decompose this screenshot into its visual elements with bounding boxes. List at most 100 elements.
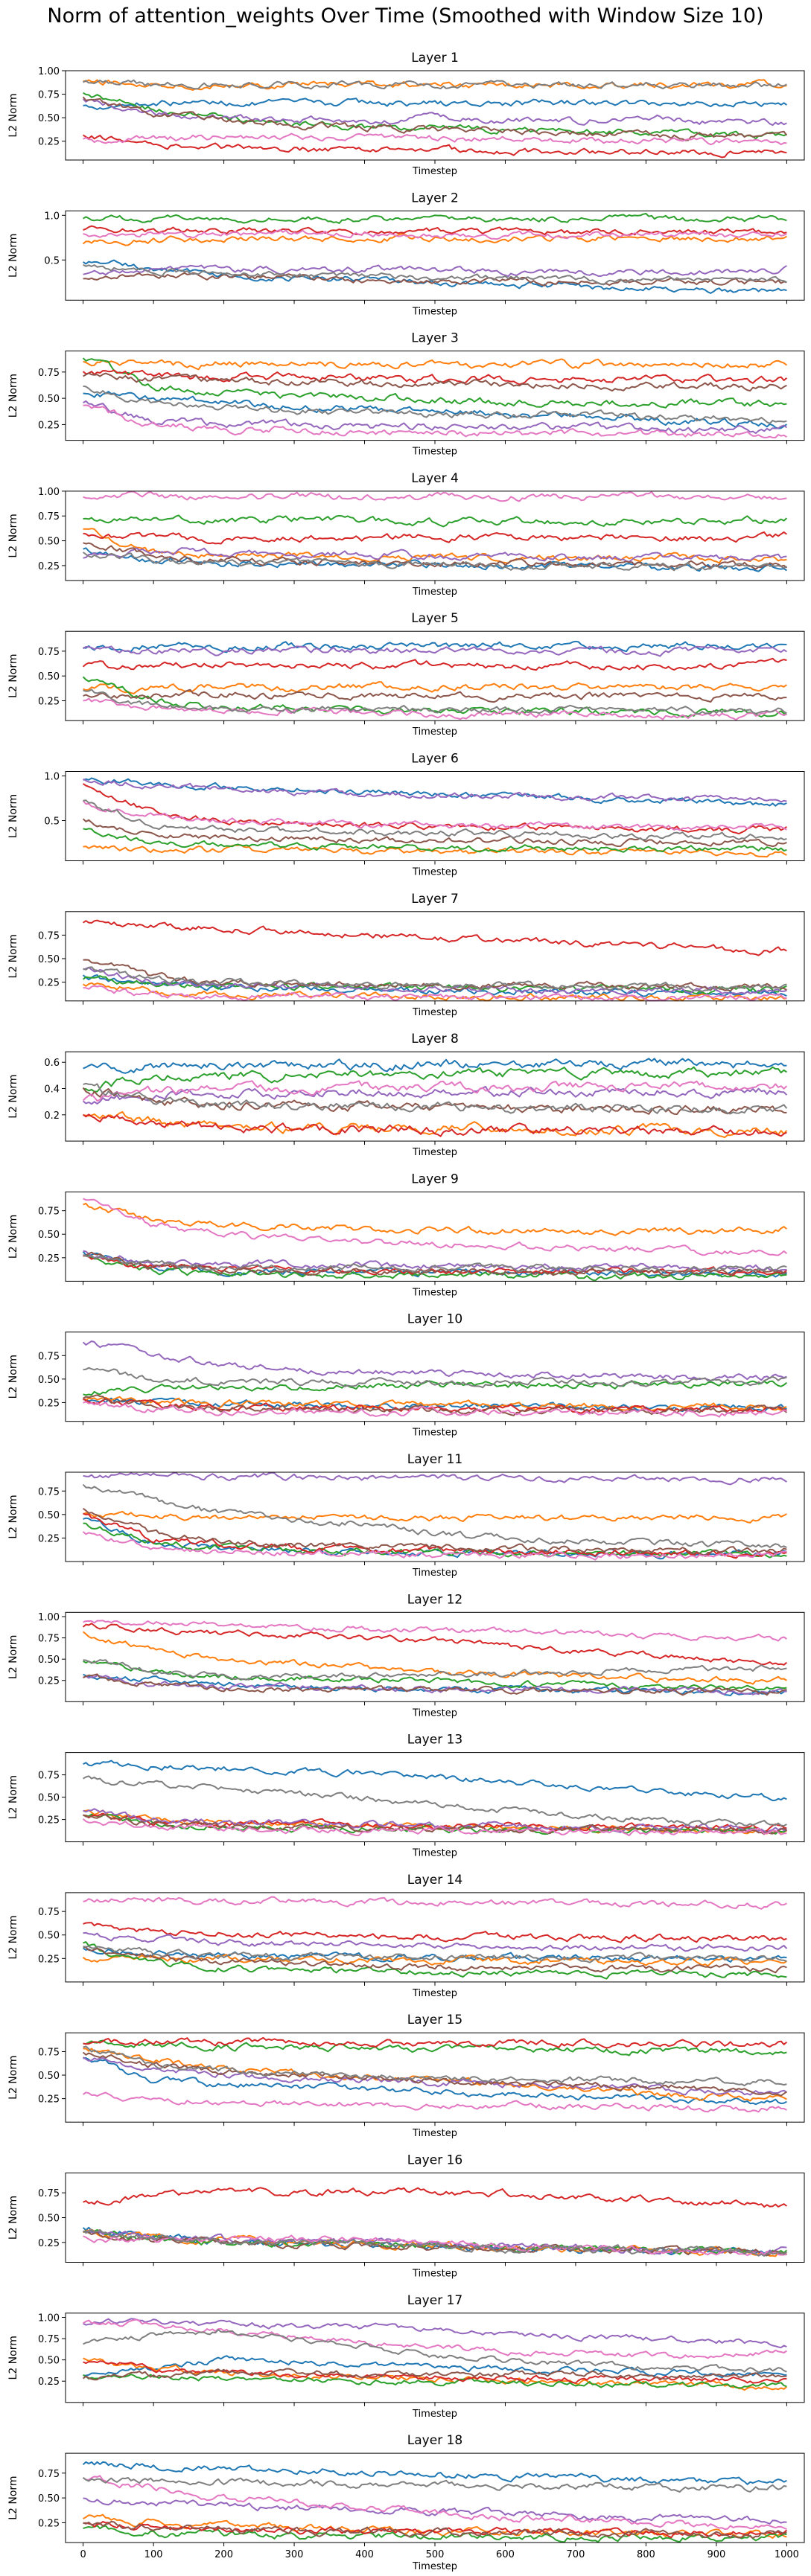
series-line xyxy=(83,1620,787,1642)
y-tick-label: 1.00 xyxy=(38,487,60,498)
subplot-title: Layer 18 xyxy=(407,2433,462,2448)
y-axis-label: L2 Norm xyxy=(7,1355,19,1399)
y-axis-label: L2 Norm xyxy=(7,2056,19,2100)
subplot-10: Layer 10 0.25 0.50 0.75 Timestep L2 Norm xyxy=(7,1312,805,1439)
series-line xyxy=(83,547,787,572)
x-tick-label: 100 xyxy=(144,2549,163,2560)
subplot-title: Layer 1 xyxy=(411,51,459,65)
x-tick-label: 500 xyxy=(426,2549,445,2560)
y-axis-label: L2 Norm xyxy=(7,1215,19,1259)
y-tick-label: 1.0 xyxy=(44,211,60,222)
y-tick-label: 0.2 xyxy=(44,1110,60,1122)
series-line xyxy=(83,2234,787,2257)
y-axis-label: L2 Norm xyxy=(7,374,19,418)
series-line xyxy=(83,1775,787,1827)
series-line xyxy=(83,1946,787,1963)
x-tick-label: 1000 xyxy=(775,2549,799,2560)
y-tick-label: 0.25 xyxy=(38,2518,60,2529)
x-axis-label: Timestep xyxy=(412,867,457,878)
series-line xyxy=(83,229,787,240)
series-line xyxy=(83,966,787,992)
series-line xyxy=(83,2056,787,2096)
series-line xyxy=(83,1250,787,1272)
series-line xyxy=(83,79,787,90)
y-tick-label: 0.25 xyxy=(38,561,60,572)
series-line xyxy=(83,358,788,371)
x-axis-label: Timestep xyxy=(412,2128,457,2139)
x-axis-label: Timestep xyxy=(412,1287,457,1298)
series-line xyxy=(82,1080,788,1102)
series-line xyxy=(83,919,787,956)
y-tick-label: 0.75 xyxy=(38,1907,60,1918)
series-line xyxy=(83,2497,787,2525)
y-tick-label: 0.75 xyxy=(38,1206,60,1218)
series-line xyxy=(83,134,787,159)
series-line xyxy=(83,1512,787,1559)
y-tick-label: 0.25 xyxy=(38,1398,60,1409)
series-line xyxy=(83,264,787,278)
x-tick-label: 600 xyxy=(496,2549,515,2560)
subplot-title: Layer 2 xyxy=(411,191,459,205)
y-tick-label: 0.75 xyxy=(38,1634,60,1645)
subplot-16: Layer 16 0.25 0.50 0.75 Timestep L2 Norm xyxy=(7,2153,805,2280)
series-line xyxy=(82,1531,787,1561)
y-tick-label: 0.25 xyxy=(38,2094,60,2106)
series-line xyxy=(83,2036,788,2049)
y-axis-label: L2 Norm xyxy=(7,2336,19,2380)
x-tick-label: 200 xyxy=(214,2549,233,2560)
subplot-title: Layer 5 xyxy=(411,611,459,626)
subplot-title: Layer 8 xyxy=(411,1032,459,1046)
series-line xyxy=(83,1058,787,1074)
series-line xyxy=(83,1931,788,1952)
subplot-title: Layer 10 xyxy=(407,1312,462,1327)
subplot-9: Layer 9 0.25 0.50 0.75 Timestep L2 Norm xyxy=(7,1172,805,1298)
subplot-12: Layer 12 0.25 0.50 0.75 1.00 Timestep L2 Norm xyxy=(7,1592,805,1719)
y-tick-label: 0.75 xyxy=(38,2469,60,2480)
series-line xyxy=(83,552,787,572)
y-tick-label: 0.75 xyxy=(38,647,60,658)
series-line xyxy=(83,645,787,657)
y-tick-label: 0.25 xyxy=(38,978,60,989)
series-line xyxy=(83,259,787,294)
series-line xyxy=(83,681,787,694)
x-tick-label: 900 xyxy=(707,2549,725,2560)
series-line xyxy=(83,385,787,424)
series-line xyxy=(82,2051,787,2097)
x-axis-label: Timestep xyxy=(412,1428,457,1439)
subplot-15: Layer 15 0.25 0.50 0.75 Timestep L2 Norm xyxy=(7,2013,805,2139)
series-line xyxy=(83,844,787,858)
series-line xyxy=(82,369,788,386)
series-line xyxy=(82,657,787,671)
y-tick-label: 0.75 xyxy=(38,511,60,522)
y-tick-label: 0.75 xyxy=(38,1486,60,1498)
y-tick-label: 0.50 xyxy=(38,1931,60,1942)
y-tick-label: 0.25 xyxy=(38,1533,60,1544)
series-line xyxy=(83,2355,787,2379)
subplot-title: Layer 12 xyxy=(407,1592,462,1607)
y-tick-label: 0.75 xyxy=(38,368,60,379)
y-tick-label: 0.50 xyxy=(38,1230,60,1241)
series-line xyxy=(83,1922,787,1943)
series-line xyxy=(82,1483,787,1549)
y-tick-label: 0.50 xyxy=(38,2071,60,2082)
y-axis-label: L2 Norm xyxy=(7,1495,19,1538)
series-line xyxy=(83,1380,788,1396)
series-line xyxy=(83,640,787,653)
subplot-title: Layer 13 xyxy=(407,1733,462,1748)
subplot-title: Layer 17 xyxy=(407,2293,462,2308)
series-line xyxy=(83,2520,787,2539)
subplot-13: Layer 13 0.25 0.50 0.75 Timestep L2 Norm xyxy=(7,1733,805,1859)
y-tick-label: 0.25 xyxy=(38,2377,60,2388)
y-tick-label: 0.25 xyxy=(38,1253,60,1265)
y-tick-label: 0.25 xyxy=(38,697,60,708)
series-line xyxy=(82,2477,787,2493)
series-line xyxy=(83,783,787,835)
series-line xyxy=(83,1367,787,1389)
subplot-2: Layer 2 0.5 1.0 Timestep L2 Norm xyxy=(7,191,805,317)
series-line xyxy=(83,400,788,435)
y-tick-label: 0.75 xyxy=(38,2334,60,2345)
subplot-14: Layer 14 0.25 0.50 0.75 Timestep L2 Norm xyxy=(7,1873,805,1999)
series-line xyxy=(83,2329,787,2374)
y-tick-label: 0.25 xyxy=(38,2238,60,2249)
series-line xyxy=(83,531,787,545)
